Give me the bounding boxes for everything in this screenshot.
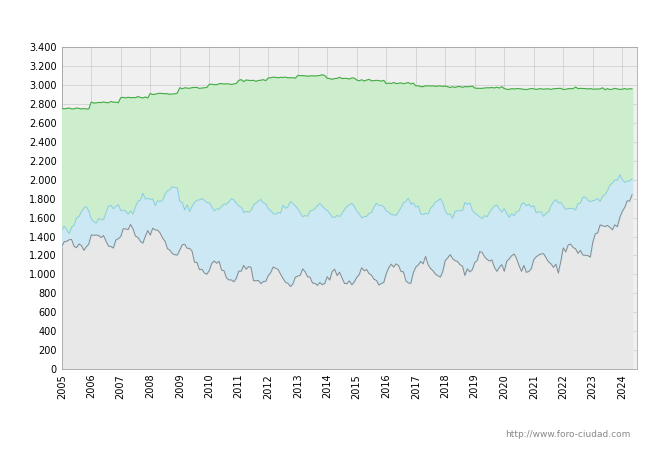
Text: http://www.foro-ciudad.com: http://www.foro-ciudad.com — [505, 430, 630, 439]
Text: Malpartida de Plasencia - Evolucion de la poblacion en edad de Trabajar Mayo de : Malpartida de Plasencia - Evolucion de l… — [38, 13, 612, 26]
